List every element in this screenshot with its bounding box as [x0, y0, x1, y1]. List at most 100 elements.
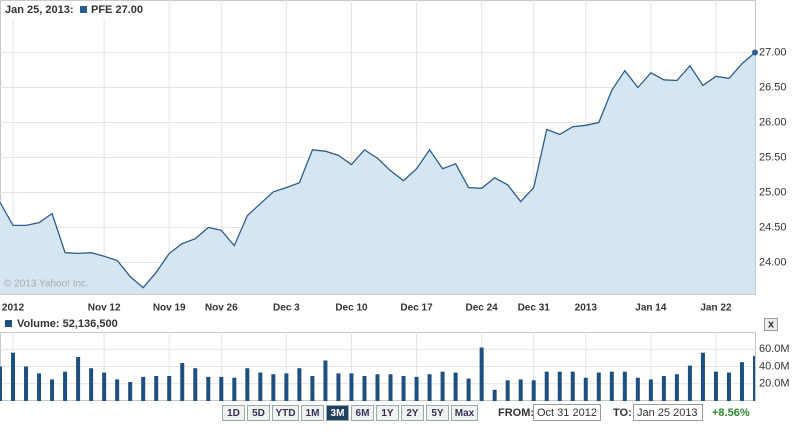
range-button[interactable]	[247, 405, 270, 421]
volume-bar	[102, 372, 107, 401]
y-tick-label: 26.50	[759, 81, 787, 93]
volume-bar	[206, 376, 211, 401]
x-tick-label: Dec 10	[335, 303, 368, 314]
range-button[interactable]	[451, 405, 478, 421]
price-area	[0, 52, 755, 294]
last-point	[752, 49, 758, 56]
close-label[interactable]: x	[768, 318, 775, 330]
to-label: TO:	[613, 407, 632, 419]
volume-bar	[89, 368, 94, 401]
volume-bar	[63, 371, 68, 401]
range-label[interactable]: 2Y	[406, 408, 419, 419]
volume-bar	[583, 377, 588, 401]
volume-bar	[24, 366, 29, 401]
volume-bar	[427, 374, 432, 401]
volume-bar	[648, 379, 653, 401]
range-button[interactable]	[326, 405, 349, 421]
price-line	[0, 52, 756, 289]
from-label: FROM:	[498, 407, 534, 419]
legend-swatch	[80, 6, 87, 13]
volume-bar	[128, 382, 133, 401]
range-label[interactable]: 1D	[227, 408, 240, 419]
volume-bar	[674, 374, 679, 401]
volume-bar	[570, 371, 575, 401]
legend-entry: PFE 27.00	[91, 4, 143, 16]
volume-title: Volume: 52,136,500	[17, 318, 118, 330]
range-label[interactable]: 6M	[356, 408, 370, 419]
from-input[interactable]	[533, 404, 601, 421]
range-button[interactable]	[351, 405, 374, 421]
volume-swatch	[5, 320, 12, 327]
from-value[interactable]: Oct 31 2012	[537, 407, 597, 419]
volume-bar	[518, 379, 523, 401]
range-button[interactable]	[376, 405, 399, 421]
volume-bar	[180, 363, 185, 401]
volume-bar	[336, 373, 341, 401]
range-button[interactable]	[426, 405, 449, 421]
y-tick-label: 25.50	[759, 151, 787, 163]
x-tick-label: 2012	[2, 303, 25, 314]
y-tick-label: 27.00	[759, 46, 787, 58]
volume-bar	[11, 352, 16, 401]
volume-bar	[245, 368, 250, 401]
volume-bar	[362, 375, 367, 401]
volume-bar	[297, 368, 302, 401]
volume-bar	[76, 357, 81, 401]
volume-bar	[753, 356, 755, 401]
volume-bar	[219, 376, 224, 401]
x-tick-label: Nov 26	[205, 303, 238, 314]
volume-bar	[284, 373, 289, 401]
range-label[interactable]: 5Y	[431, 408, 444, 419]
volume-bar	[388, 374, 393, 401]
volume-bar	[323, 360, 328, 401]
volume-bar	[687, 365, 692, 401]
range-label[interactable]: 5D	[252, 408, 265, 419]
volume-bar	[635, 377, 640, 401]
volume-bar	[0, 366, 2, 401]
header-date: Jan 25, 2013:	[5, 4, 74, 16]
volume-bar	[271, 374, 276, 401]
volume-bar	[193, 368, 198, 401]
volume-bar	[726, 372, 731, 401]
volume-bar	[115, 379, 120, 401]
volume-bar	[141, 376, 146, 401]
range-button[interactable]	[301, 405, 324, 421]
y-tick-label: 60.0M	[759, 343, 790, 355]
x-tick-label: Dec 3	[273, 303, 300, 314]
y-tick-label: 20.0M	[759, 378, 790, 390]
range-button[interactable]	[222, 405, 245, 421]
range-label[interactable]: Max	[455, 408, 475, 419]
y-tick-label: 24.00	[759, 256, 787, 268]
range-button[interactable]	[401, 405, 424, 421]
volume-bar	[492, 389, 497, 401]
volume-bar	[414, 376, 419, 401]
volume-bar	[557, 371, 562, 401]
volume-bar	[479, 347, 484, 401]
x-tick-label: Dec 24	[466, 303, 499, 314]
volume-bar	[258, 372, 263, 401]
volume-bar	[505, 380, 510, 401]
x-tick-label: Jan 22	[700, 303, 732, 314]
volume-bar	[609, 371, 614, 401]
volume-bar	[596, 372, 601, 401]
close-button[interactable]	[764, 318, 778, 331]
volume-bar	[622, 371, 627, 401]
y-tick-label: 25.00	[759, 186, 787, 198]
range-label[interactable]: 1M	[306, 408, 320, 419]
x-tick-label: Nov 19	[153, 303, 186, 314]
x-tick-label: Jan 14	[635, 303, 667, 314]
to-input[interactable]	[633, 404, 703, 421]
range-label[interactable]: 1Y	[381, 408, 394, 419]
watermark: © 2013 Yahoo! Inc.	[4, 279, 89, 290]
range-label[interactable]: YTD	[276, 408, 296, 419]
volume-bar	[544, 371, 549, 401]
volume-bar	[739, 362, 744, 401]
volume-bar	[37, 373, 42, 401]
to-value[interactable]: Jan 25 2013	[637, 407, 698, 419]
change-value: +8.56%	[712, 407, 750, 419]
range-button[interactable]	[272, 405, 299, 421]
range-label[interactable]: 3M	[331, 408, 345, 419]
volume-bar	[401, 375, 406, 401]
volume-bar	[466, 378, 471, 401]
